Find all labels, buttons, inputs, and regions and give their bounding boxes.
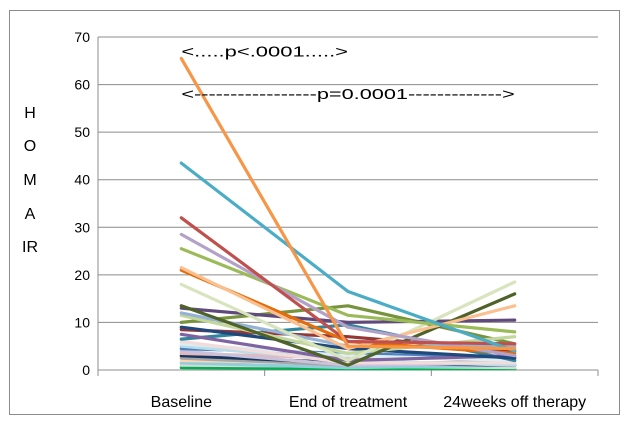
- y-tick-label: 40: [74, 172, 90, 188]
- y-tick-label: 20: [74, 267, 90, 283]
- series-line: [179, 247, 517, 334]
- x-tick-label: End of treatment: [289, 394, 408, 411]
- annotation: <.....p<.0001.....>: [181, 43, 348, 60]
- y-axis-label-line: M: [23, 172, 37, 189]
- y-tick-label: 60: [74, 77, 90, 93]
- chart-frame: H O M A IR 0 10 20 30 40 50 60 70 Baseline End of…: [9, 10, 620, 415]
- y-tick-label: 30: [74, 219, 90, 235]
- x-tick-label: Baseline: [151, 394, 212, 411]
- y-tick-label: 0: [82, 362, 90, 378]
- y-axis-label-line: H: [24, 105, 36, 122]
- y-tick-label: 10: [74, 314, 90, 330]
- x-tick-label: 24weeks off therapy: [443, 394, 586, 411]
- series-line: [179, 339, 517, 365]
- series-line: [179, 161, 517, 353]
- series-line: [179, 266, 517, 351]
- y-axis-label-line: O: [23, 138, 37, 155]
- annotation: <-----------------p=0.0001------------->: [181, 86, 515, 103]
- y-axis-label-line: A: [24, 206, 36, 223]
- y-axis-label-line: IR: [22, 239, 38, 256]
- series-line: [179, 280, 517, 363]
- series-line: [179, 216, 517, 346]
- series-line: [179, 56, 517, 351]
- line-chart: 0 10 20 30 40 50 60 70 Baseline End of treatment 2…: [74, 29, 599, 411]
- y-tick-label: 70: [74, 29, 90, 45]
- series-line: [179, 292, 517, 367]
- y-tick-label: 50: [74, 124, 90, 140]
